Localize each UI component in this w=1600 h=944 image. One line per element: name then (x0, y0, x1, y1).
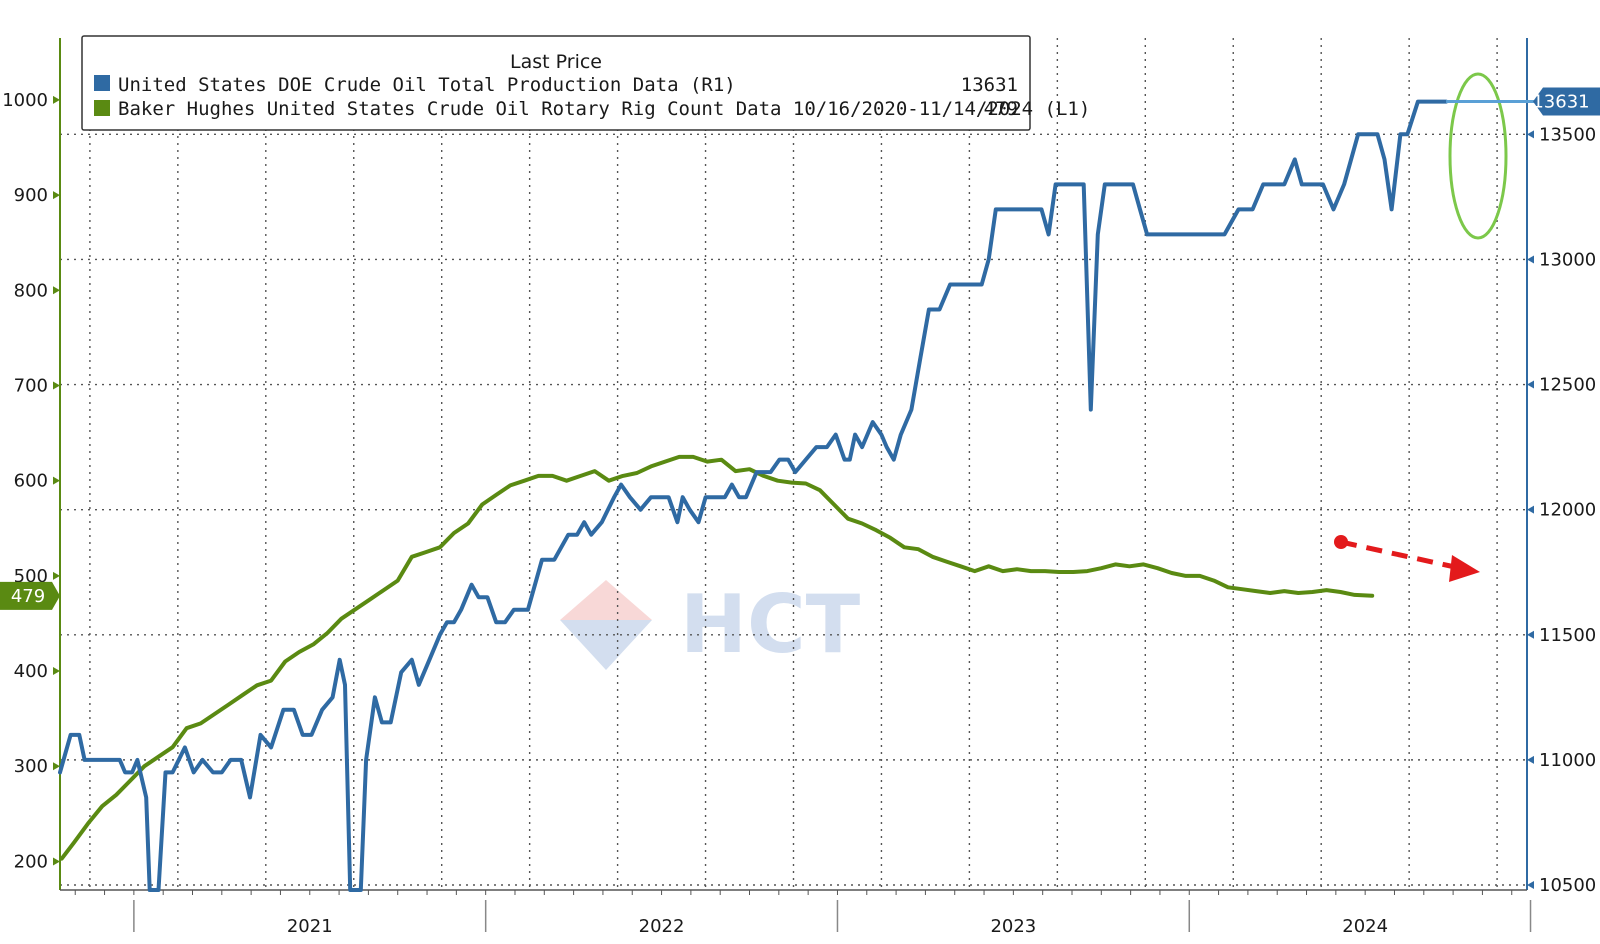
right-tick-mark (1527, 630, 1534, 639)
right-last-value-tag: 13631 (1446, 87, 1600, 116)
legend-swatch-rig-count (94, 100, 110, 116)
legend-value-rig-count: 479 (984, 98, 1018, 120)
left-tick-label: 200 (14, 851, 48, 872)
watermark-logo: HCT (560, 578, 861, 671)
right-tick-label: 11000 (1539, 750, 1596, 771)
right-tick-label: 13000 (1539, 249, 1596, 270)
right-tick-label: 12000 (1539, 500, 1596, 521)
left-tick-mark (53, 476, 60, 485)
right-tick-label: 12500 (1539, 375, 1596, 396)
grid (60, 38, 1527, 890)
left-tick-label: 700 (14, 375, 48, 396)
x-tick-label: 2021 (287, 916, 333, 937)
left-tick-mark (53, 857, 60, 866)
legend-swatch-production (94, 75, 110, 91)
legend-title: Last Price (510, 51, 602, 73)
right-tick-mark (1527, 755, 1534, 764)
left-tick-mark (53, 95, 60, 104)
right-tick-mark (1527, 130, 1534, 139)
left-tick-label: 500 (14, 566, 48, 587)
axes: 200 300 400 500 600 700 800 900 1000 10500 11000 11… (2, 38, 1596, 937)
right-tick-label: 10500 (1539, 875, 1596, 896)
highlight-ellipse (1448, 72, 1508, 240)
left-tick-label: 400 (14, 661, 48, 682)
left-tick-label: 1000 (2, 90, 48, 111)
left-tick-label: 300 (14, 756, 48, 777)
right-tick-label: 13500 (1539, 124, 1596, 145)
left-tick-label: 800 (14, 280, 48, 301)
right-tick-mark (1527, 255, 1534, 264)
downtrend-arrow (1334, 535, 1480, 582)
left-tick-mark (53, 381, 60, 390)
series-line-production (58, 99, 1449, 892)
left-tick-label: 600 (14, 471, 48, 492)
right-tick-mark (1527, 380, 1534, 389)
legend-value-production: 13631 (961, 74, 1018, 96)
left-tick-mark (53, 667, 60, 676)
left-last-value-tag: 479 (0, 581, 60, 610)
right-tick-mark (1527, 880, 1534, 889)
x-tick-label: 2024 (1342, 916, 1388, 937)
legend-label-rig-count: Baker Hughes United States Crude Oil Rot… (118, 98, 1090, 120)
legend-box (81, 35, 1031, 131)
left-tick-mark (53, 191, 60, 200)
left-tick-mark (53, 286, 60, 295)
right-tick-label: 11500 (1539, 625, 1596, 646)
left-tick-mark (53, 762, 60, 771)
right-last-value-label: 13631 (1532, 92, 1589, 113)
x-tick-label: 2022 (639, 916, 685, 937)
svg-text:HCT: HCT (680, 578, 861, 671)
left-tick-mark (53, 571, 60, 580)
x-tick-label: 2023 (990, 916, 1036, 937)
legend-label-production: United States DOE Crude Oil Total Produc… (118, 74, 736, 96)
left-tick-label: 900 (14, 185, 48, 206)
left-last-value-label: 479 (11, 586, 45, 607)
right-tick-mark (1527, 505, 1534, 514)
series-line-rig-count (59, 454, 1375, 861)
plot-series (58, 99, 1449, 892)
legend: Last Price United States DOE Crude Oil T… (81, 35, 1090, 131)
